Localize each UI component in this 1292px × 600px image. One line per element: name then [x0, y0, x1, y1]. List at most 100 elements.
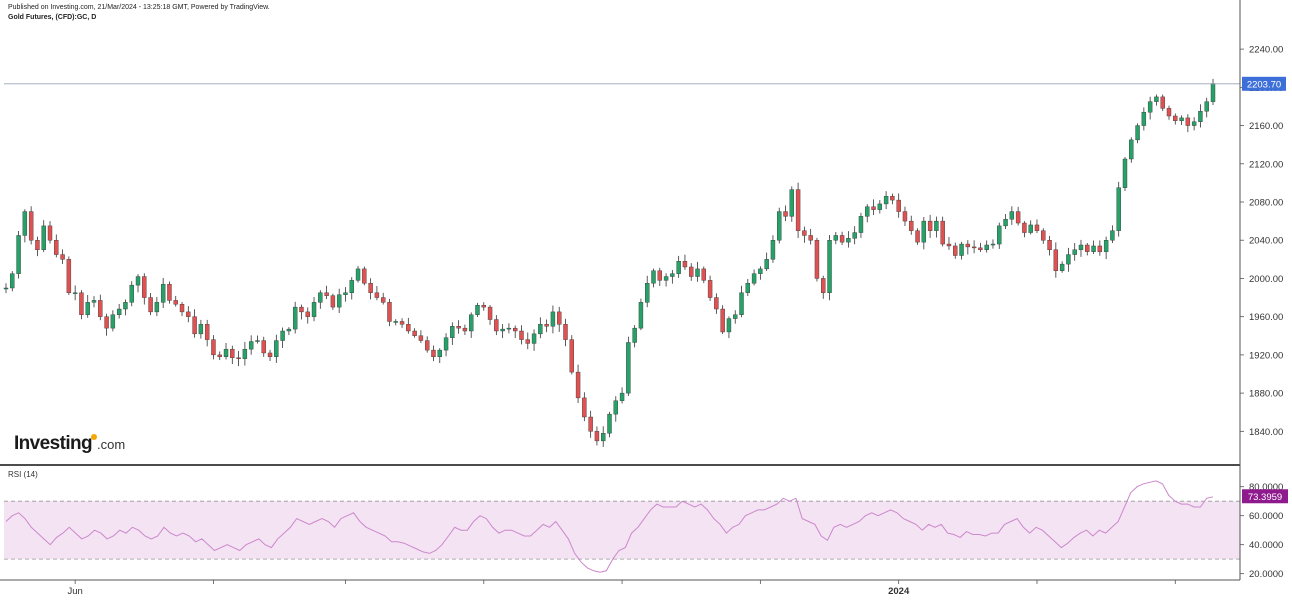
candle [544, 319, 549, 333]
candle-body [261, 340, 266, 354]
candle [965, 240, 971, 255]
candle [645, 275, 650, 308]
candle-body [990, 243, 996, 246]
candle [946, 237, 952, 250]
candle-body [1059, 263, 1065, 272]
candle [701, 266, 706, 284]
candle [299, 304, 304, 320]
candle [362, 266, 367, 286]
candle-body [745, 283, 751, 293]
candle-body [311, 302, 317, 317]
candle-body [1191, 121, 1197, 126]
candle [1191, 117, 1197, 131]
candle-body [299, 306, 304, 313]
published-note: Published on Investing.com, 21/Mar/2024 … [8, 4, 270, 11]
candle [374, 286, 380, 301]
candle-body [1147, 101, 1153, 113]
candle-body [450, 326, 455, 338]
candle-body [16, 235, 21, 274]
candle-body [764, 259, 769, 270]
candle [47, 221, 53, 244]
candle-body [374, 292, 380, 298]
candle [827, 234, 832, 301]
candle [1009, 206, 1015, 225]
price-tick-label: 2160.00 [1249, 121, 1283, 132]
candle [519, 325, 524, 345]
candle [3, 283, 9, 294]
candle-body [676, 261, 681, 274]
candle-body [399, 321, 405, 325]
candle-body [865, 206, 870, 217]
candle-body [211, 339, 216, 356]
candle-body [934, 220, 939, 231]
candle [1135, 123, 1140, 144]
candle [1173, 113, 1178, 125]
candle [588, 410, 593, 438]
candle-body [1003, 218, 1008, 227]
candle [777, 207, 782, 244]
candle [582, 392, 587, 422]
candle [915, 228, 920, 245]
time-tick-label: Jun [67, 586, 82, 597]
candle-body [355, 268, 361, 281]
candle-body [1154, 96, 1159, 102]
candle-body [978, 247, 983, 250]
candle-body [1185, 117, 1191, 126]
candle [739, 285, 744, 318]
candle [368, 278, 373, 300]
candle [927, 214, 933, 238]
candle-body [305, 311, 310, 317]
candle-body [1022, 222, 1027, 233]
candle [104, 313, 109, 336]
candle [808, 228, 813, 245]
candle [883, 191, 889, 210]
rsi-line [5, 480, 1214, 573]
candle-body [418, 335, 424, 341]
candle-body [160, 283, 166, 303]
candle-body [726, 318, 732, 333]
candle [833, 231, 839, 245]
candle-body [274, 340, 279, 357]
candle-body [255, 340, 260, 342]
candle [783, 205, 788, 222]
candle-body [846, 238, 851, 243]
candle [953, 242, 958, 259]
candle-body [406, 324, 411, 332]
candle-body [487, 306, 493, 320]
candle [10, 271, 15, 292]
candle [305, 307, 310, 324]
candle [179, 302, 185, 317]
candle [192, 309, 197, 338]
candle-body [1173, 115, 1178, 121]
candle [475, 302, 480, 318]
candle-body [110, 314, 116, 329]
candle [720, 305, 725, 335]
candle [1097, 240, 1103, 256]
candle-body [1160, 96, 1165, 109]
candle [682, 254, 688, 270]
candle [997, 222, 1002, 249]
candle-body [513, 327, 518, 332]
candle-body [267, 352, 273, 358]
candle-body [336, 294, 342, 308]
candle [538, 317, 543, 339]
candle [129, 281, 134, 307]
candle [204, 319, 210, 347]
candle [896, 193, 901, 218]
candle-body [531, 333, 537, 344]
candle [607, 411, 612, 438]
candle-body [481, 305, 486, 308]
candle-body [770, 240, 776, 260]
candle [1210, 78, 1216, 106]
candle [355, 266, 361, 283]
candle [28, 206, 34, 245]
candle-body [1066, 254, 1071, 265]
candle [802, 226, 807, 243]
candle [557, 306, 562, 332]
candle [217, 351, 222, 361]
candle-body [1166, 108, 1172, 117]
candle [255, 335, 260, 344]
candle-body [902, 211, 908, 222]
price-tick-label: 2120.00 [1249, 159, 1283, 170]
